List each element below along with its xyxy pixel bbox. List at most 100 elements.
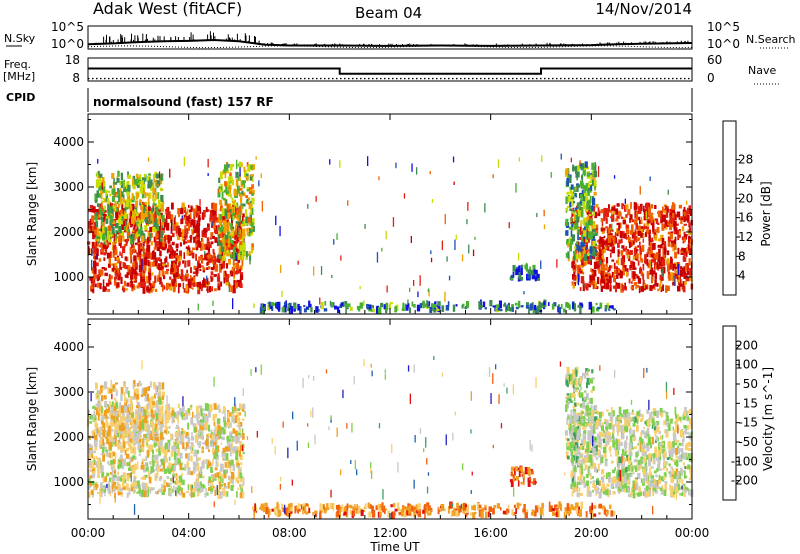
scatter-cell xyxy=(207,259,210,266)
scatter-cell xyxy=(166,420,170,423)
scatter-cell xyxy=(202,475,205,479)
scatter-cell xyxy=(112,416,115,420)
scatter-cell xyxy=(590,185,592,191)
scatter-cell xyxy=(660,210,663,214)
scatter-cell xyxy=(144,462,148,468)
scatter-cell xyxy=(654,234,657,241)
scatter-cell xyxy=(571,281,574,286)
scatter-cell xyxy=(240,274,244,280)
scatter-cell xyxy=(605,244,609,251)
scatter-cell xyxy=(231,471,235,480)
scatter-cell xyxy=(87,455,91,460)
scatter-cell xyxy=(149,406,152,414)
scatter-cell xyxy=(176,487,180,494)
scatter-cell xyxy=(426,300,429,307)
scatter-cell xyxy=(107,230,109,238)
scatter-cell xyxy=(195,235,198,239)
scatter-cell xyxy=(185,453,189,459)
scatter-cell xyxy=(201,230,205,238)
scatter-cell xyxy=(582,167,586,175)
scatter-cell xyxy=(165,404,169,412)
scatter-speck xyxy=(446,256,448,262)
scatter-cell xyxy=(662,215,665,223)
scatter-cell xyxy=(558,307,562,314)
scatter-cell xyxy=(579,201,582,205)
scatter-cell xyxy=(152,197,157,202)
scatter-cell xyxy=(133,477,136,483)
scatter-cell xyxy=(95,219,97,223)
scatter-cell xyxy=(639,266,642,274)
scatter-cell xyxy=(228,176,231,183)
scatter-speck xyxy=(228,164,230,168)
scatter-cell xyxy=(628,251,631,255)
scatter-cell xyxy=(672,281,676,286)
scatter-cell xyxy=(97,492,100,494)
scatter-cell xyxy=(187,437,191,445)
scatter-cell xyxy=(249,227,252,234)
scatter-cell xyxy=(161,437,165,440)
scatter-cell xyxy=(372,308,375,313)
scatter-cell xyxy=(190,455,193,462)
scatter-cell xyxy=(147,232,150,237)
scatter-cell xyxy=(111,206,114,214)
scatter-cell xyxy=(681,217,684,221)
scatter-cell xyxy=(102,453,105,462)
scatter-cell xyxy=(660,264,663,272)
scatter-cell xyxy=(185,233,188,239)
scatter-cell xyxy=(230,230,234,236)
scatter-speck xyxy=(347,200,349,206)
scatter-cell xyxy=(197,441,200,446)
scatter-cell xyxy=(107,263,111,268)
scatter-cell xyxy=(186,269,188,274)
scatter-cell xyxy=(667,221,670,226)
scatter-cell xyxy=(589,233,593,240)
scatter-cell xyxy=(218,177,221,183)
scatter-cell xyxy=(591,252,595,256)
scatter-cell xyxy=(129,473,132,478)
freq-left-tick-top: 18 xyxy=(65,53,80,67)
scatter-cell xyxy=(543,301,546,306)
scatter-cell xyxy=(193,463,197,472)
scatter-cell xyxy=(586,249,590,252)
scatter-speck xyxy=(474,236,476,240)
scatter-speck xyxy=(444,214,446,225)
scatter-cell xyxy=(125,387,128,393)
scatter-speck xyxy=(639,185,641,195)
scatter-cell xyxy=(220,264,223,270)
scatter-cell xyxy=(235,270,238,275)
scatter-cell xyxy=(125,483,129,491)
scatter-cell xyxy=(168,425,171,429)
scatter-cell xyxy=(620,258,624,266)
scatter-cell xyxy=(105,194,108,202)
scatter-cell xyxy=(114,181,118,185)
scatter-cell xyxy=(118,484,121,492)
scatter-cell xyxy=(131,193,134,200)
scatter-cell xyxy=(141,219,144,224)
scatter-cell xyxy=(172,485,175,493)
scatter-cell xyxy=(685,263,689,270)
scatter-cell xyxy=(225,263,229,269)
scatter-cell xyxy=(140,180,144,188)
scatter-cell xyxy=(144,434,147,440)
scatter-cell xyxy=(238,161,242,168)
scatter-cell xyxy=(175,243,179,249)
scatter-cell xyxy=(573,186,576,193)
scatter-cell xyxy=(672,212,676,218)
scatter-cell xyxy=(672,266,674,271)
scatter-cell xyxy=(228,237,230,243)
scatter-cell xyxy=(155,456,158,464)
scatter-cell xyxy=(137,282,141,286)
scatter-cell xyxy=(147,180,151,189)
scatter-cell xyxy=(222,490,226,497)
scatter-cell xyxy=(240,405,243,410)
scatter-cell xyxy=(240,484,244,489)
scatter-cell xyxy=(145,442,148,447)
scatter-cell xyxy=(102,213,106,217)
scatter-cell xyxy=(190,250,194,255)
scatter-cell xyxy=(334,305,337,310)
scatter-cell xyxy=(213,288,217,292)
scatter-cell xyxy=(612,206,615,211)
scatter-cell xyxy=(157,465,160,472)
scatter-cell xyxy=(651,272,654,278)
scatter-cell xyxy=(101,185,106,193)
